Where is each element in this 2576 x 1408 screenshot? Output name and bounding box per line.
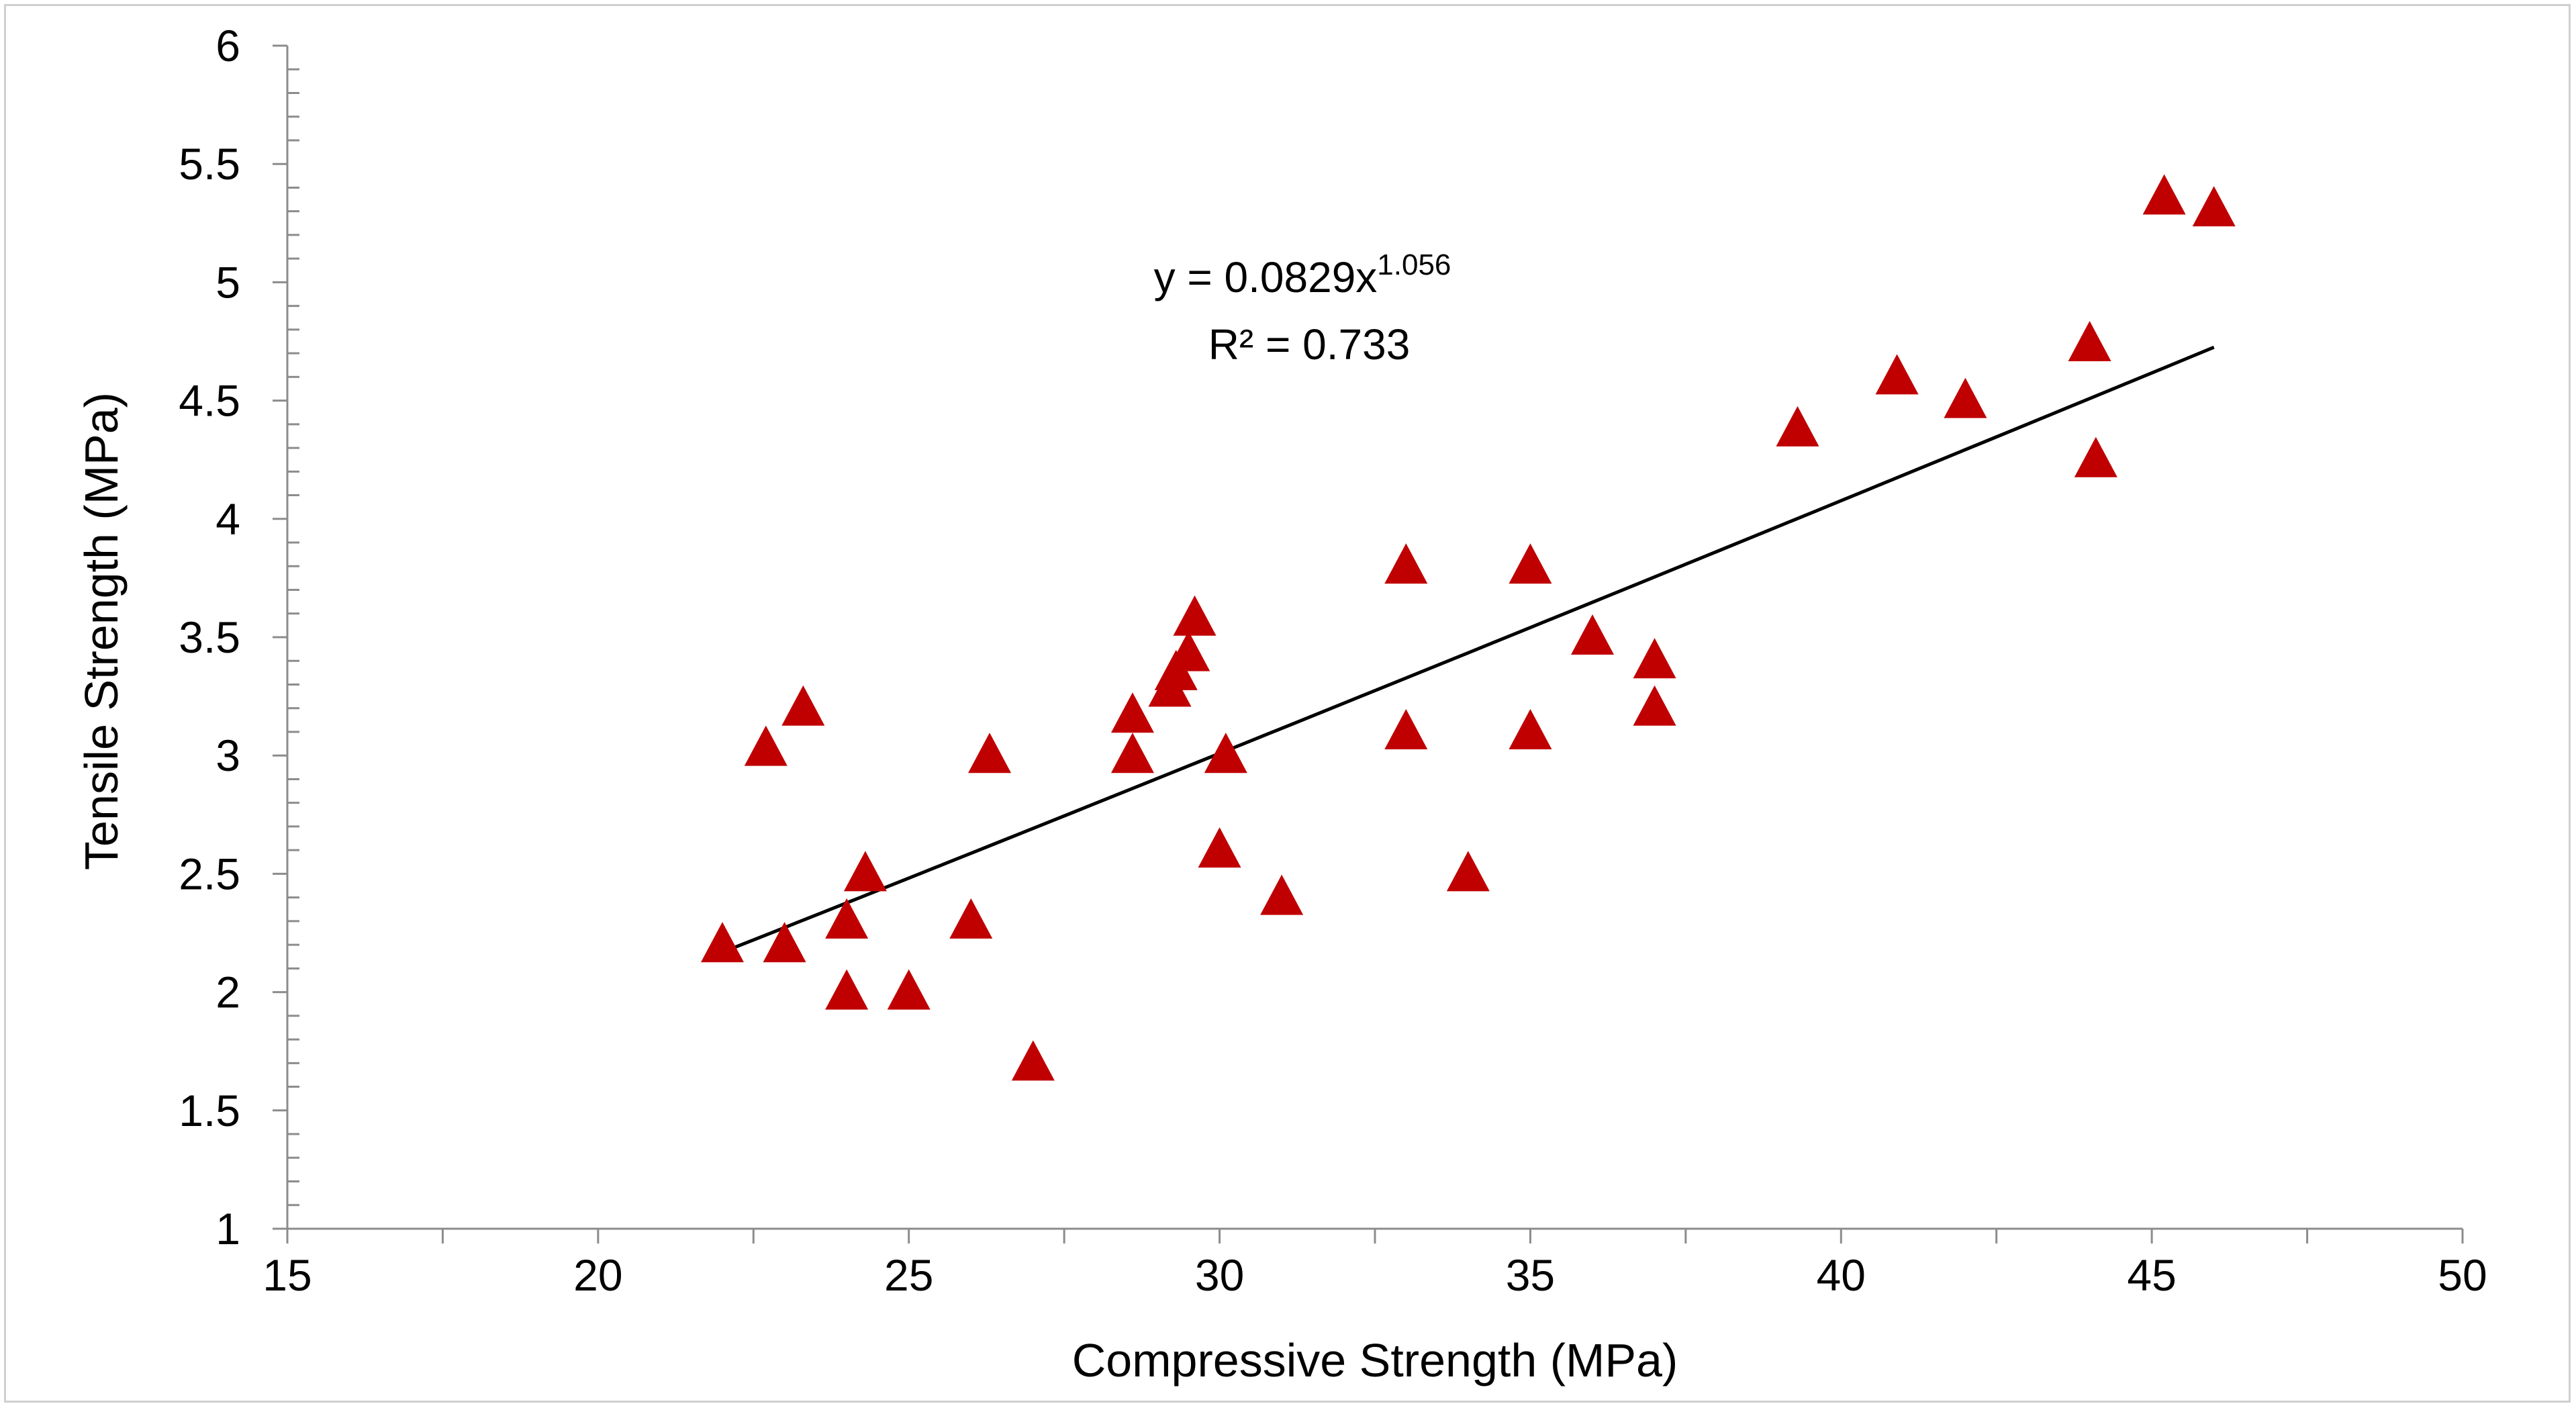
chart-area (4, 4, 2571, 1403)
x-tick-label: 30 (1195, 1250, 1244, 1300)
y-axis-title: Tensile Strength (MPa) (75, 392, 128, 870)
y-tick-label: 1.5 (179, 1086, 240, 1135)
data-point (1509, 543, 1552, 584)
y-tick-label: 6 (216, 21, 240, 71)
x-tick-label: 40 (1817, 1250, 1866, 1300)
data-point (968, 733, 1012, 773)
data-point (825, 969, 869, 1010)
data-point (1509, 708, 1552, 749)
x-tick-label: 15 (263, 1250, 312, 1300)
data-point (2074, 436, 2117, 477)
data-point (701, 922, 744, 963)
x-axis-title: Compressive Strength (MPa) (1072, 1334, 1678, 1387)
y-tick-label: 1 (216, 1204, 240, 1254)
data-point (887, 969, 931, 1010)
x-tick-label: 45 (2127, 1250, 2176, 1300)
data-point (1173, 595, 1217, 636)
data-point (1446, 851, 1490, 892)
data-point (744, 725, 788, 766)
y-tick-label: 3.5 (179, 612, 240, 662)
data-point (1204, 733, 1247, 773)
axes: 15 20 25 30 35 40 45 50 1 1.5 2 2.5 3 3.5 4 4.5 5 5.5 6 (179, 21, 2487, 1300)
y-tick-label: 2.5 (179, 849, 240, 898)
y-tick-label: 4.5 (179, 376, 240, 426)
data-point (2068, 321, 2111, 362)
data-point (1110, 692, 1154, 733)
data-point (1633, 638, 1676, 679)
x-tick-label: 20 (573, 1250, 622, 1300)
data-point (1167, 630, 1210, 671)
data-point (843, 851, 887, 892)
data-point (2142, 174, 2186, 215)
data-point (2192, 186, 2236, 227)
data-point (1944, 377, 1987, 418)
data-point (1875, 354, 1919, 395)
data-point (949, 898, 993, 939)
y-tick-label: 3 (216, 731, 240, 780)
data-point (1633, 685, 1676, 726)
data-point (1260, 874, 1304, 915)
trendline-equation: y = 0.0829x1.056 (1154, 248, 1451, 301)
data-point (1384, 543, 1428, 584)
data-point (1571, 614, 1614, 655)
equation-base: y = 0.0829x (1154, 253, 1378, 301)
data-point (763, 922, 806, 963)
data-point (825, 898, 869, 939)
y-tick-label: 4 (216, 494, 240, 544)
trendline (722, 345, 2215, 954)
r-squared-label: R² = 0.733 (1208, 320, 1411, 369)
equation-exponent: 1.056 (1377, 248, 1451, 281)
data-point (1198, 827, 1241, 868)
x-tick-label: 25 (884, 1250, 933, 1300)
x-tick-label: 50 (2438, 1250, 2487, 1300)
trendline-group (722, 345, 2215, 954)
x-tick-label: 35 (1506, 1250, 1555, 1300)
y-tick-label: 5.5 (179, 139, 240, 189)
data-points (701, 174, 2236, 1081)
data-point (1110, 733, 1154, 773)
y-tick-label: 5 (216, 257, 240, 307)
data-point (1776, 406, 1819, 447)
y-tick-label: 2 (216, 968, 240, 1017)
data-point (1011, 1040, 1055, 1081)
data-point (781, 685, 825, 726)
data-point (1384, 708, 1428, 749)
